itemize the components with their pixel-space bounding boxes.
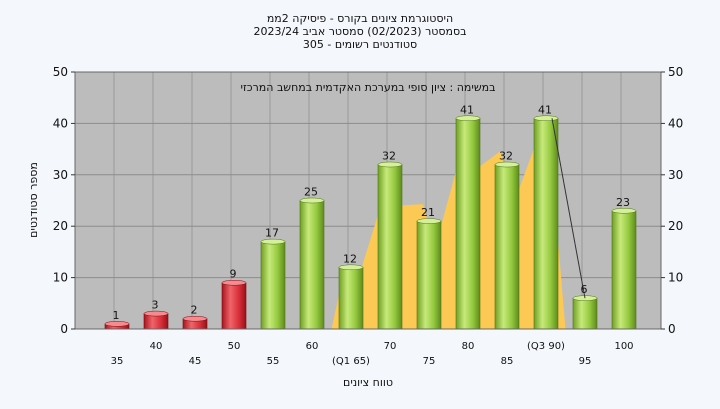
y-axis-title: מספר סטודנטים xyxy=(27,162,40,238)
bar-cap-1 xyxy=(143,310,169,317)
x-tick-label: 100 xyxy=(614,341,633,352)
bar-cap-0 xyxy=(104,321,130,327)
chart-title-line-3: 305 - סטודנטים רשומים xyxy=(303,38,417,51)
bar-6[interactable] xyxy=(338,267,364,330)
x-axis-title: טווח ציונים xyxy=(343,376,393,389)
x-tick-label: (Q1 65) xyxy=(332,356,370,367)
bar-3[interactable] xyxy=(221,282,247,330)
x-tick-label: 80 xyxy=(462,341,475,352)
y-tick-label-right: 40 xyxy=(668,116,683,130)
bar-cap-2 xyxy=(182,315,208,322)
bar-10[interactable] xyxy=(494,164,520,330)
chart-annotation: במשימה : ציון סופי במערכת האקדמית במחשב … xyxy=(241,81,496,94)
x-tick-label: 55 xyxy=(267,356,280,367)
bar-cap-3 xyxy=(221,279,247,286)
bar-13[interactable] xyxy=(611,210,637,330)
x-tick-label: 60 xyxy=(306,341,319,352)
x-tick-label: 75 xyxy=(423,356,436,367)
data-label: 21 xyxy=(421,206,435,219)
data-label: 6 xyxy=(581,283,588,296)
trend-line xyxy=(551,118,586,299)
data-label: 23 xyxy=(616,196,630,209)
data-label: 3 xyxy=(152,299,159,312)
data-label: 17 xyxy=(265,227,279,240)
data-label: 25 xyxy=(304,186,318,199)
bar-11[interactable] xyxy=(533,117,559,330)
data-label: 9 xyxy=(230,268,237,281)
bar-cap-7 xyxy=(377,161,403,168)
y-tick-label-left: 0 xyxy=(60,322,68,336)
x-tick-label: 70 xyxy=(384,341,397,352)
x-tick-label: 95 xyxy=(579,356,592,367)
data-label: 32 xyxy=(382,150,396,163)
y-tick-label-left: 20 xyxy=(53,219,68,233)
plot-border xyxy=(74,71,662,330)
bar-7[interactable] xyxy=(377,164,403,330)
y-tick-label-left: 10 xyxy=(53,271,68,285)
bar-4[interactable] xyxy=(260,241,286,330)
data-label: 32 xyxy=(499,150,513,163)
data-label: 41 xyxy=(460,103,474,116)
x-tick-label: 35 xyxy=(111,356,124,367)
bar-5[interactable] xyxy=(299,200,325,330)
y-axis-right: 0 10 20 30 40 50 xyxy=(661,65,683,336)
chart-title-line-2: בסמסטר (02/2023) סמסטר אביב 2023/24 xyxy=(253,25,466,38)
x-tick-label: 85 xyxy=(501,356,514,367)
chart-title-line-1: היסטוגרמת ציונים בקורס - פיסיקה 2ממ xyxy=(267,12,453,25)
data-label: 41 xyxy=(538,103,552,116)
x-tick-label: 50 xyxy=(228,341,241,352)
bar-cap-9 xyxy=(455,115,481,122)
y-tick-label-right: 30 xyxy=(668,168,683,182)
x-tick-label: 40 xyxy=(150,341,163,352)
bars xyxy=(104,115,637,330)
y-axis-left: 0 10 20 30 40 50 xyxy=(53,65,75,336)
bar-cap-10 xyxy=(494,161,520,168)
bar-8[interactable] xyxy=(416,220,442,330)
y-tick-label-left: 40 xyxy=(53,116,68,130)
y-tick-label-right: 0 xyxy=(668,322,676,336)
bar-cap-6 xyxy=(338,264,364,271)
bar-cap-8 xyxy=(416,218,442,224)
bar-12[interactable] xyxy=(572,297,598,330)
y-tick-label-left: 30 xyxy=(53,168,68,182)
bar-9[interactable] xyxy=(455,117,481,330)
x-tick-label: (Q3 90) xyxy=(527,341,565,352)
x-tick-label: 45 xyxy=(189,356,202,367)
bar-cap-13 xyxy=(611,208,637,214)
data-label: 2 xyxy=(191,304,198,317)
data-label: 12 xyxy=(343,252,357,265)
bar-cap-5 xyxy=(299,197,325,204)
y-tick-label-right: 10 xyxy=(668,271,683,285)
bar-cap-4 xyxy=(260,238,286,245)
y-tick-label-right: 20 xyxy=(668,219,683,233)
y-tick-label-right: 50 xyxy=(668,65,683,79)
y-tick-label-left: 50 xyxy=(53,65,68,79)
data-label: 1 xyxy=(113,309,120,322)
x-axis: 35 40 45 50 55 60 (Q1 65) 70 75 80 85 (Q3 90) 95 100 xyxy=(111,341,634,367)
bar-cap-11 xyxy=(533,115,559,122)
